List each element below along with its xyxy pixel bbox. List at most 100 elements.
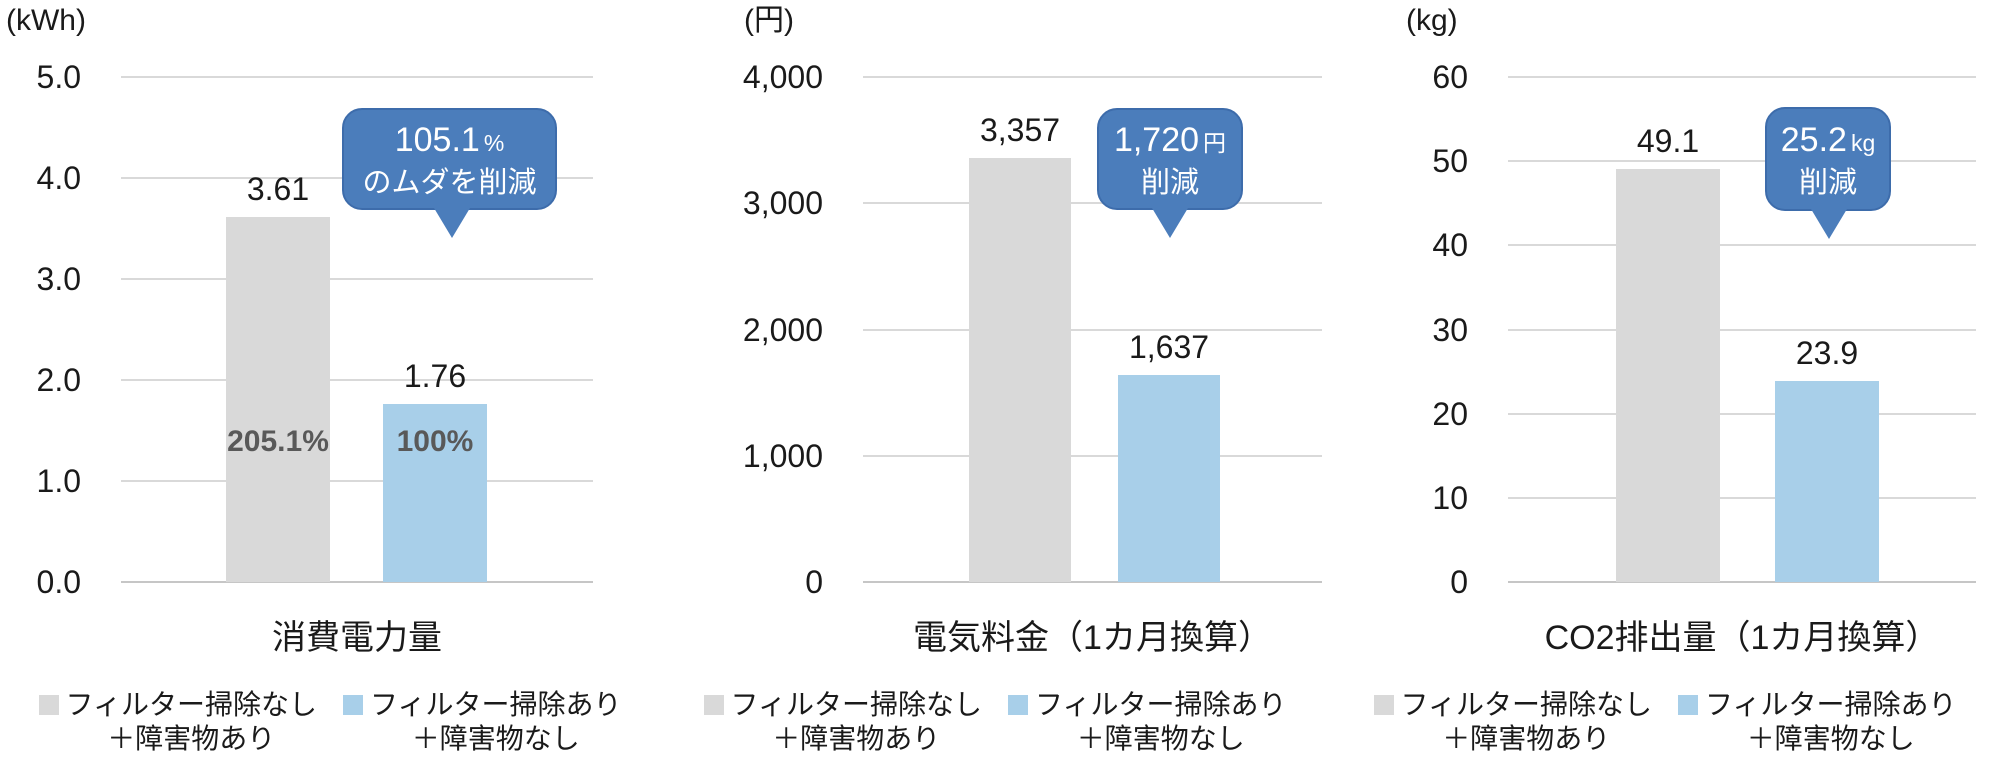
gray-swatch-icon <box>38 695 59 715</box>
legend-item-with-cleaning: フィルター掃除あり ＋障害物なし <box>1008 688 1286 756</box>
gridline <box>863 328 1322 331</box>
y-axis-tick-label: 4.0 <box>36 160 81 196</box>
y-axis-unit-label: (kg) <box>1406 4 1458 37</box>
bar-value-label: 23.9 <box>1795 334 1859 371</box>
chart-electricity-cost: (円) 3,357 1,637 1,720 円 削減 電気料金（1カ月換算） フィル… <box>660 0 1330 775</box>
bar-no-cleaning <box>969 158 1071 582</box>
legend-label-line2: ＋障害物なし <box>411 723 580 754</box>
blue-swatch-icon <box>1678 695 1698 715</box>
legend-label-line2: ＋障害物あり <box>772 723 941 754</box>
callout-value: 105.1% <box>394 121 505 159</box>
gridline <box>1508 160 1976 163</box>
y-axis-tick-label: 2,000 <box>742 311 823 348</box>
callout-tail-pointer <box>1811 209 1847 239</box>
legend: フィルター掃除なし ＋障害物あり フィルター掃除あり ＋障害物なし <box>0 688 660 756</box>
chart-plot-area: 3.61 205.1% 1.76 100% <box>121 76 593 583</box>
gridline <box>1508 76 1976 78</box>
callout-unit-suffix: 円 <box>1203 130 1227 156</box>
y-axis-tick-label: 1,000 <box>742 437 823 474</box>
chart-title: 電気料金（1カ月換算） <box>913 619 1272 657</box>
y-axis-unit-label: (kWh) <box>6 4 86 37</box>
y-axis-tick-label: 3.0 <box>36 261 81 297</box>
savings-callout-bubble: 1,720 円 削減 <box>1097 108 1243 238</box>
bar-value-label: 3,357 <box>979 112 1061 149</box>
legend-label-line2: ＋障害物あり <box>107 723 276 754</box>
y-axis-tick-label: 50 <box>1432 143 1468 180</box>
callout-caption: のムダを削減 <box>362 167 537 199</box>
legend: フィルター掃除なし ＋障害物あり フィルター掃除あり ＋障害物なし <box>1330 688 2000 756</box>
gridline <box>1508 581 1976 583</box>
bar-percentage-label: 205.1% <box>227 425 329 458</box>
gray-swatch-icon <box>703 695 724 715</box>
legend-label-line2: ＋障害物なし <box>1076 723 1245 754</box>
gridline <box>1508 412 1976 415</box>
blue-swatch-icon <box>343 695 363 715</box>
legend-label-line1: フィルター掃除なし <box>65 689 317 720</box>
bar-with-cleaning <box>383 404 487 582</box>
y-axis-tick-label: 60 <box>1432 59 1468 95</box>
gridline <box>863 454 1322 457</box>
legend-label: フィルター掃除あり ＋障害物なし <box>1035 688 1286 756</box>
y-axis-tick-label: 20 <box>1432 395 1468 432</box>
y-axis-tick-label: 0 <box>805 564 823 600</box>
callout-value: 1,720 円 <box>1113 121 1227 159</box>
gridline <box>121 278 593 280</box>
savings-callout-bubble: 105.1% のムダを削減 <box>342 108 557 238</box>
gridline <box>121 581 593 583</box>
gridline <box>1508 328 1976 331</box>
legend-label-line1: フィルター掃除あり <box>1705 689 1957 720</box>
bar-percentage-label: 100% <box>396 425 474 458</box>
y-axis-tick-label: 4,000 <box>742 59 823 95</box>
callout-unit-suffix: % <box>483 130 505 156</box>
chart-power-consumption: (kWh) 3.61 205.1% 1.76 100% 105.1% のムダを削減 消… <box>0 0 660 775</box>
chart-plot-area: 3,357 1,637 <box>863 76 1322 583</box>
y-axis-tick-label: 0 <box>1450 564 1468 600</box>
legend-item-no-cleaning: フィルター掃除なし ＋障害物あり <box>703 688 982 756</box>
legend: フィルター掃除なし ＋障害物あり フィルター掃除あり ＋障害物なし <box>660 688 1330 756</box>
chart-plot-area: 49.1 23.9 <box>1508 76 1976 583</box>
gray-swatch-icon <box>1373 695 1394 715</box>
bar-no-cleaning <box>226 217 330 582</box>
legend-label-line2: ＋障害物あり <box>1442 723 1611 754</box>
y-axis-tick-label: 1.0 <box>36 463 81 499</box>
savings-callout-bubble: 25.2 kg 削減 <box>1765 107 1891 239</box>
bar-no-cleaning <box>1616 168 1720 582</box>
y-axis-unit-label: (円) <box>744 4 794 37</box>
legend-label: フィルター掃除なし ＋障害物あり <box>1401 688 1652 756</box>
legend-label-line1: フィルター掃除あり <box>370 689 622 720</box>
bar-with-cleaning <box>1775 380 1879 582</box>
legend-label: フィルター掃除なし ＋障害物あり <box>66 688 317 756</box>
callout-tail-pointer <box>434 208 470 238</box>
gridline <box>121 76 593 78</box>
bar-value-label: 1,637 <box>1128 329 1210 366</box>
blue-swatch-icon <box>1008 695 1028 715</box>
legend-item-with-cleaning: フィルター掃除あり ＋障害物なし <box>343 688 621 756</box>
chart-co2-emissions: (kg) 49.1 23.9 25.2 kg 削減 CO2排出量（1カ月換算） フィ… <box>1330 0 2000 775</box>
legend-item-with-cleaning: フィルター掃除あり ＋障害物なし <box>1678 688 1956 756</box>
y-axis-tick-label: 30 <box>1432 311 1468 348</box>
legend-label-line1: フィルター掃除なし <box>730 689 982 720</box>
chart-title: CO2排出量（1カ月換算） <box>1544 619 1940 657</box>
callout-caption: 削減 <box>1140 167 1199 199</box>
gridline <box>863 76 1322 78</box>
legend-label: フィルター掃除なし ＋障害物あり <box>731 688 982 756</box>
gridline <box>1508 244 1976 247</box>
bar-value-label: 49.1 <box>1636 122 1700 159</box>
legend-label-line2: ＋障害物なし <box>1746 723 1915 754</box>
y-axis-tick-label: 2.0 <box>36 362 81 398</box>
gridline <box>1508 496 1976 499</box>
callout-caption: 削減 <box>1798 167 1857 199</box>
bar-value-label: 3.61 <box>246 171 310 208</box>
legend-label: フィルター掃除あり ＋障害物なし <box>370 688 621 756</box>
y-axis-tick-label: 0.0 <box>36 564 81 600</box>
legend-label-line1: フィルター掃除あり <box>1035 689 1287 720</box>
legend-label-line1: フィルター掃除なし <box>1400 689 1652 720</box>
gridline <box>121 379 593 381</box>
gridline <box>121 480 593 482</box>
callout-tail-pointer <box>1152 208 1188 238</box>
legend-label: フィルター掃除あり ＋障害物なし <box>1705 688 1956 756</box>
y-axis-tick-label: 10 <box>1432 479 1468 516</box>
callout-unit-suffix: kg <box>1850 130 1876 156</box>
y-axis-tick-label: 3,000 <box>742 185 823 222</box>
